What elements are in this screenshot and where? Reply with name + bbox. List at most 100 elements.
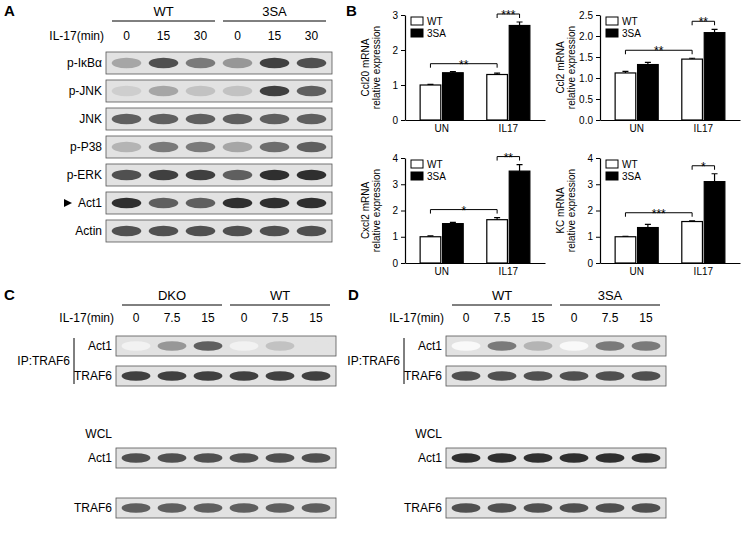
plot-area xyxy=(420,22,530,120)
band xyxy=(560,503,589,513)
y-tick: 1.0 xyxy=(579,73,600,84)
row-label: p-P38 xyxy=(70,140,102,154)
band xyxy=(122,341,151,351)
tick-label: 2.0 xyxy=(579,31,593,42)
tick-mark xyxy=(596,120,600,121)
axis-title: relative expression xyxy=(566,169,577,252)
band xyxy=(149,226,179,237)
error-bar xyxy=(450,72,456,73)
band xyxy=(297,114,327,125)
x-tick: UN xyxy=(629,123,643,134)
band xyxy=(488,341,517,351)
significance-label: ** xyxy=(654,44,664,58)
y-tick: 3 xyxy=(392,179,405,190)
row-label: Act1 xyxy=(88,339,112,353)
legend-label: 3SA xyxy=(622,171,641,182)
legend-label: WT xyxy=(427,159,443,170)
band xyxy=(524,453,553,463)
legend: WT3SA xyxy=(411,16,446,39)
bar xyxy=(509,26,530,121)
band xyxy=(260,58,290,69)
blot-panel: DKO07.515WT07.515IL-17(min)Act1TRAF6IP:T… xyxy=(17,288,336,518)
time-label: 0 xyxy=(123,29,130,43)
band xyxy=(149,198,179,209)
time-label: 7.5 xyxy=(494,311,511,325)
bar-chart: 01234UNIL17Cxcl2 mRNArelative expression… xyxy=(360,151,546,278)
band xyxy=(112,86,142,97)
y-axis: 01234 xyxy=(392,153,405,269)
band xyxy=(488,371,517,381)
error-bar xyxy=(427,235,433,237)
y-tick: 0.5 xyxy=(579,94,600,105)
band xyxy=(302,371,331,381)
band xyxy=(560,341,589,351)
panel-label: B xyxy=(346,2,357,19)
band xyxy=(112,170,142,181)
band xyxy=(230,453,259,463)
legend-label: 3SA xyxy=(427,28,446,39)
time-label: 0 xyxy=(463,311,470,325)
axis-line xyxy=(601,120,741,121)
y-tick: 0 xyxy=(587,258,600,269)
y-tick: 2.5 xyxy=(579,10,600,21)
band xyxy=(186,198,216,209)
band-marker xyxy=(64,199,72,207)
band xyxy=(223,58,253,69)
y-tick: 1.5 xyxy=(579,52,600,63)
tick-mark xyxy=(401,184,405,185)
tick-label: 0 xyxy=(392,258,398,269)
tick-mark xyxy=(596,158,600,159)
bar-chart: 01234UNIL17KC mRNArelative expressionWT3… xyxy=(555,153,741,277)
row-label: TRAF6 xyxy=(74,369,112,383)
legend-label: WT xyxy=(622,159,638,170)
band xyxy=(149,114,179,125)
y-tick: 0.0 xyxy=(579,115,600,126)
section-title: WCL xyxy=(85,427,112,441)
blot-strip xyxy=(116,336,336,356)
tick-mark xyxy=(401,211,405,212)
bar xyxy=(615,237,636,263)
y-axis: 0.0 0.5 1.0 1.5 2.0 2.5 xyxy=(579,10,600,126)
tick-mark xyxy=(596,36,600,37)
blot-strip xyxy=(116,366,336,386)
tick-mark xyxy=(596,99,600,100)
band xyxy=(632,503,661,513)
time-label: 0 xyxy=(241,311,248,325)
row-label: JNK xyxy=(79,112,102,126)
axis-title: relative expression xyxy=(566,26,577,109)
band xyxy=(186,170,216,181)
bar xyxy=(682,222,703,263)
legend-label: WT xyxy=(622,16,638,27)
legend-swatch xyxy=(606,172,618,180)
band xyxy=(230,503,259,513)
tick-mark xyxy=(596,184,600,185)
band xyxy=(297,170,327,181)
error-bar xyxy=(645,62,651,64)
tick-mark xyxy=(401,237,405,238)
y-tick: 2 xyxy=(392,205,405,216)
x-tick: UN xyxy=(629,266,643,277)
band xyxy=(266,503,295,513)
band xyxy=(452,453,481,463)
band xyxy=(158,453,187,463)
time-label: 15 xyxy=(639,311,653,325)
blot-strip xyxy=(106,52,332,74)
time-label: 15 xyxy=(201,311,215,325)
time-label: 0 xyxy=(571,311,578,325)
y-tick: 4 xyxy=(392,153,405,164)
band xyxy=(223,226,253,237)
plot-area xyxy=(420,165,530,263)
tick-mark xyxy=(401,85,405,86)
panel-label: A xyxy=(4,2,15,19)
x-tick: UN xyxy=(434,266,448,277)
time-label: 0 xyxy=(133,311,140,325)
band xyxy=(632,341,661,351)
row-label: p-ERK xyxy=(67,168,102,182)
group-underline xyxy=(112,21,215,22)
blot-strip xyxy=(446,448,666,468)
legend-label: WT xyxy=(427,16,443,27)
section-title: IP:TRAF6 xyxy=(347,354,400,368)
row-label: p-JNK xyxy=(69,84,102,98)
significance-label: * xyxy=(461,204,466,218)
tick-mark xyxy=(596,263,600,264)
